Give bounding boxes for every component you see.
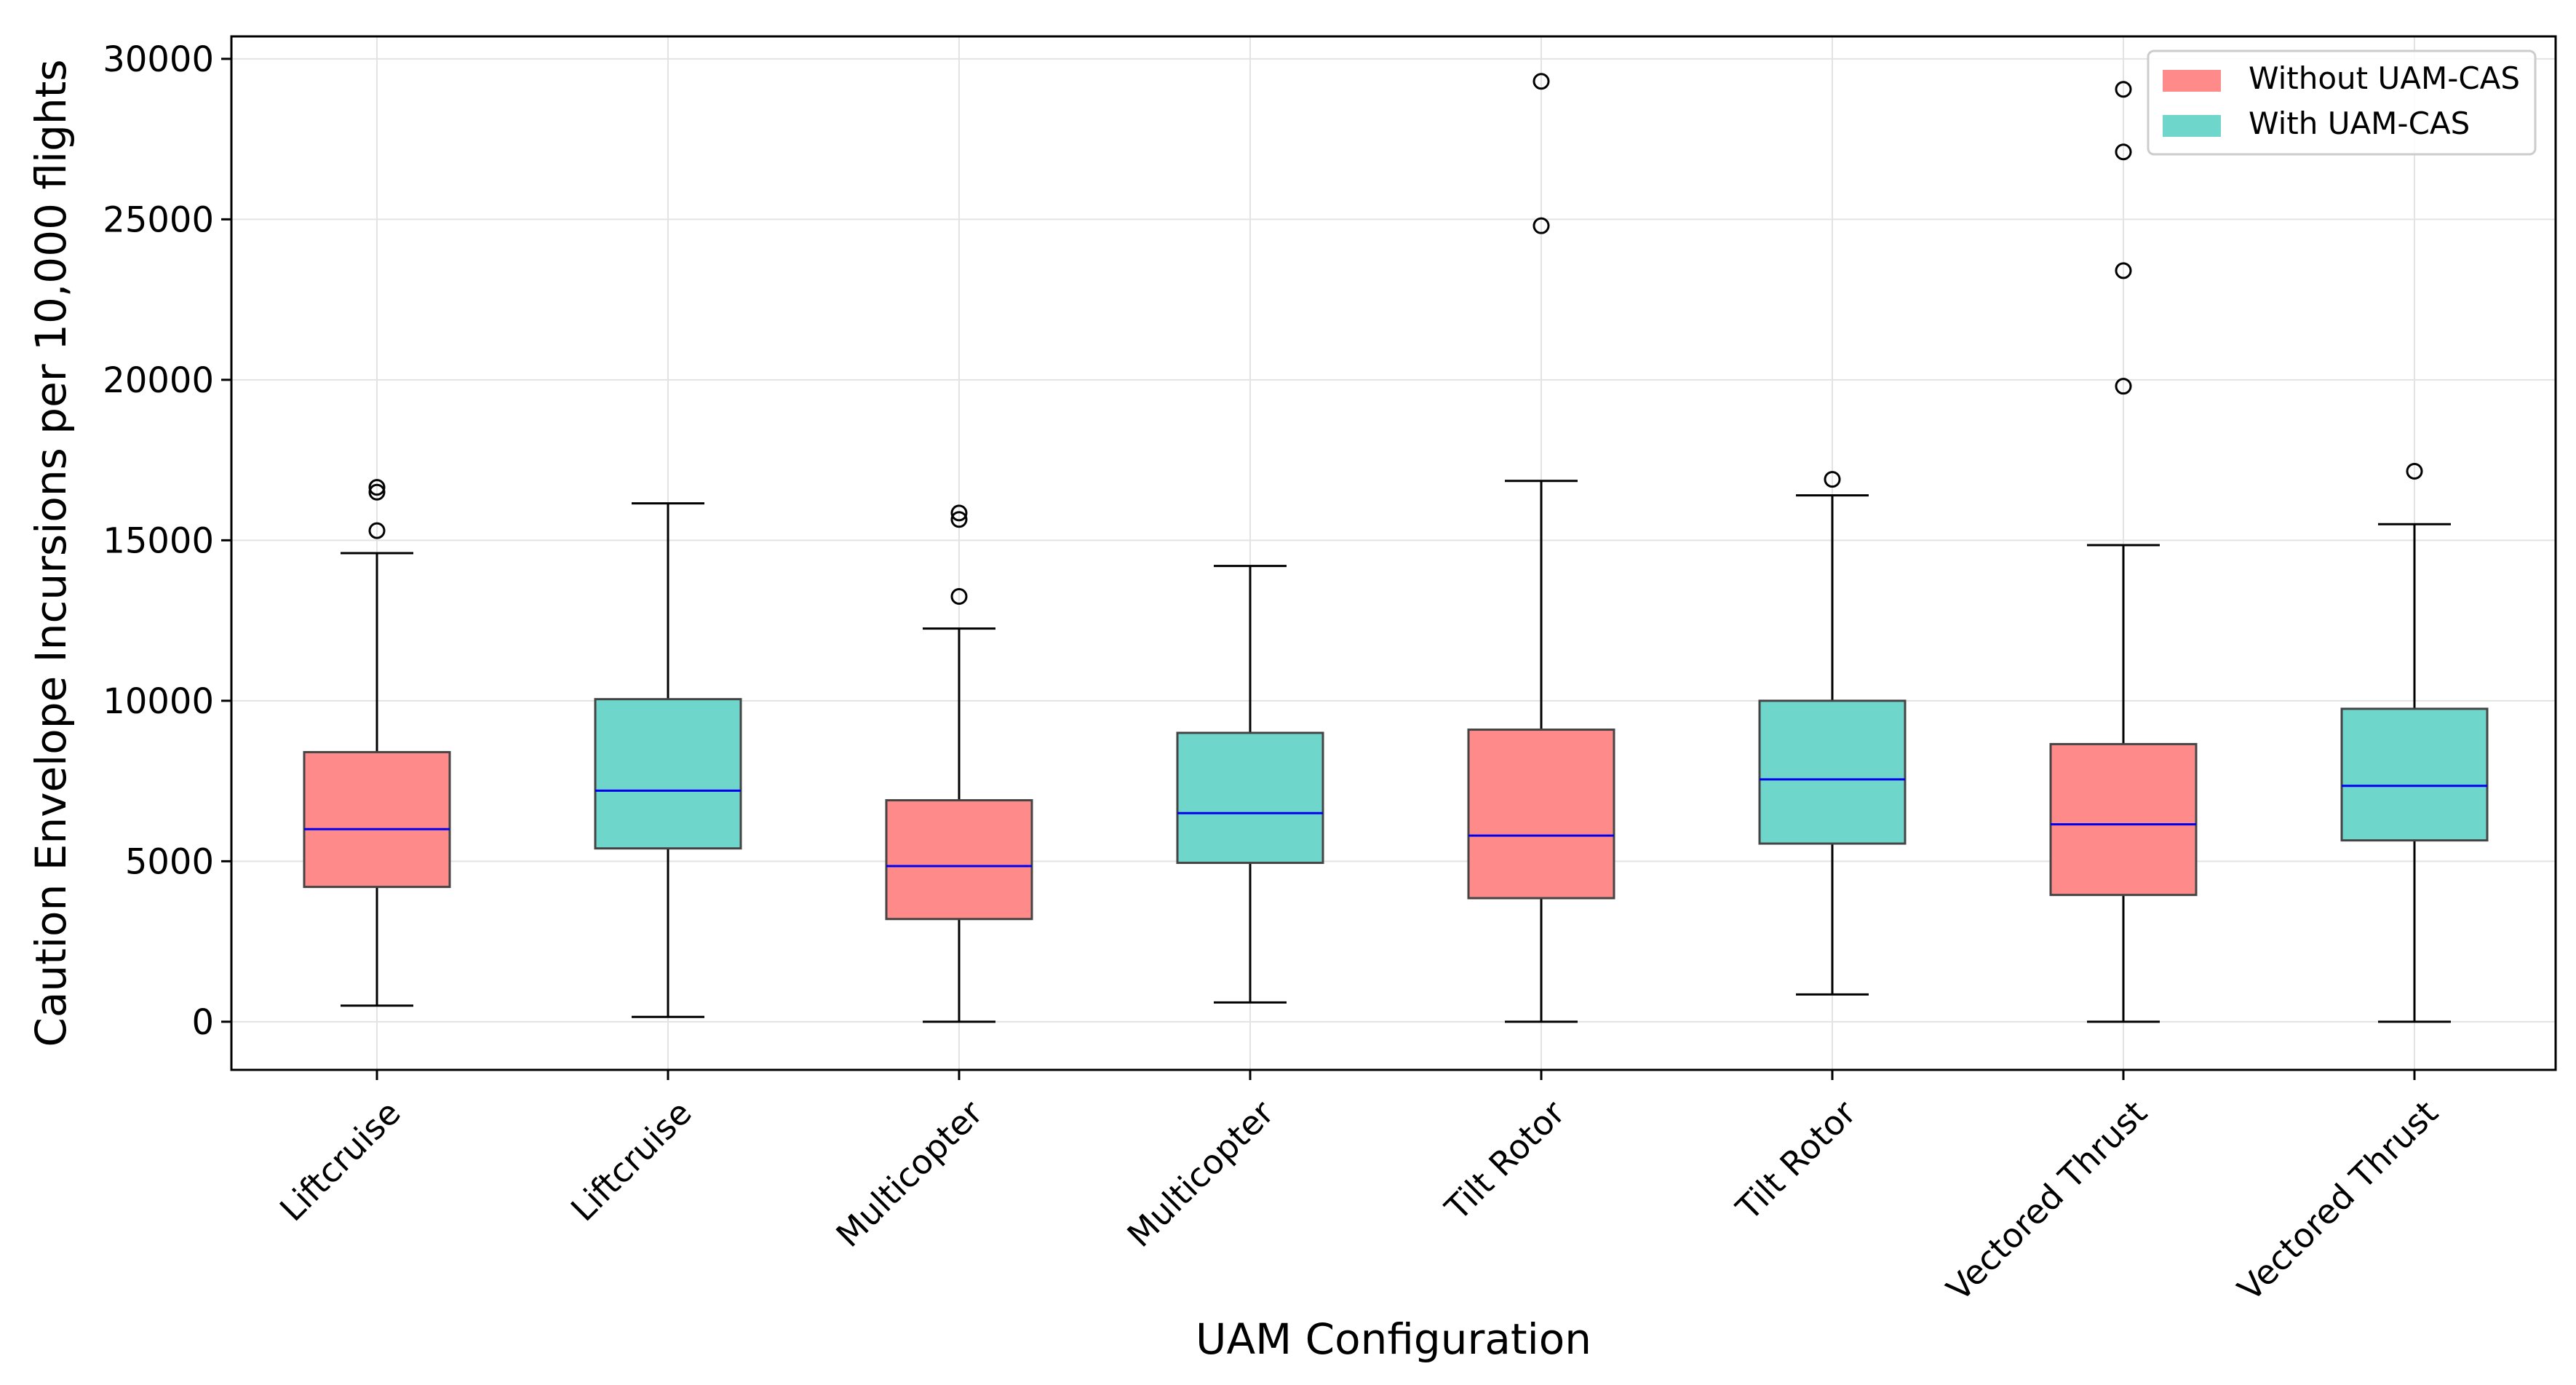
box-group [2049,81,2198,1023]
outlier-point [368,522,386,539]
box-group [594,502,742,1018]
outlier-point [2115,378,2132,395]
legend-label-with-uam-cas: With UAM-CAS [2249,106,2470,141]
y-tick-label: 0 [191,1002,214,1043]
outlier-point [1533,73,1550,90]
outlier-point [368,479,386,496]
legend-swatch-without-uam-cas [2163,70,2221,92]
legend: Without UAM-CAS With UAM-CAS [2147,49,2537,156]
box-group [1467,73,1615,1023]
legend-swatch-with-uam-cas [2163,115,2221,137]
box-group [1758,471,1907,996]
box-group [1176,565,1324,1004]
outlier-point [2115,81,2132,98]
legend-label-without-uam-cas: Without UAM-CAS [2249,60,2520,96]
y-tick-label: 10000 [103,681,214,722]
box [303,750,451,889]
y-axis-label: Caution Envelope Incursions per 10,000 f… [26,59,76,1047]
x-axis-label: UAM Configuration [1196,1314,1591,1364]
outlier-point [2406,463,2423,480]
box [885,799,1033,921]
box-group [885,504,1033,1023]
plot-area-frame [230,35,2557,1071]
box [1467,729,1615,900]
y-axis-ticks: 0 5000 10000 15000 20000 25000 30000 [103,39,231,1043]
outlier-point [368,483,386,501]
box [2049,742,2198,897]
box [1176,731,1324,865]
outlier-point [950,511,968,528]
y-tick-label: 25000 [103,199,214,240]
y-tick-label: 30000 [103,39,214,80]
boxes [303,73,2489,1023]
legend-frame [2147,49,2537,156]
outlier-point [1533,217,1550,234]
box [1758,699,1907,845]
outlier-point [1824,471,1841,488]
box [2340,707,2489,842]
y-tick-label: 5000 [125,841,214,882]
outlier-point [950,588,968,606]
y-tick-label: 20000 [103,360,214,401]
box-group [303,479,451,1007]
box [594,698,742,850]
box-group [2340,463,2489,1023]
outlier-point [2115,262,2132,279]
outlier-point [2115,143,2132,161]
y-tick-label: 15000 [103,520,214,561]
outlier-point [950,504,968,522]
